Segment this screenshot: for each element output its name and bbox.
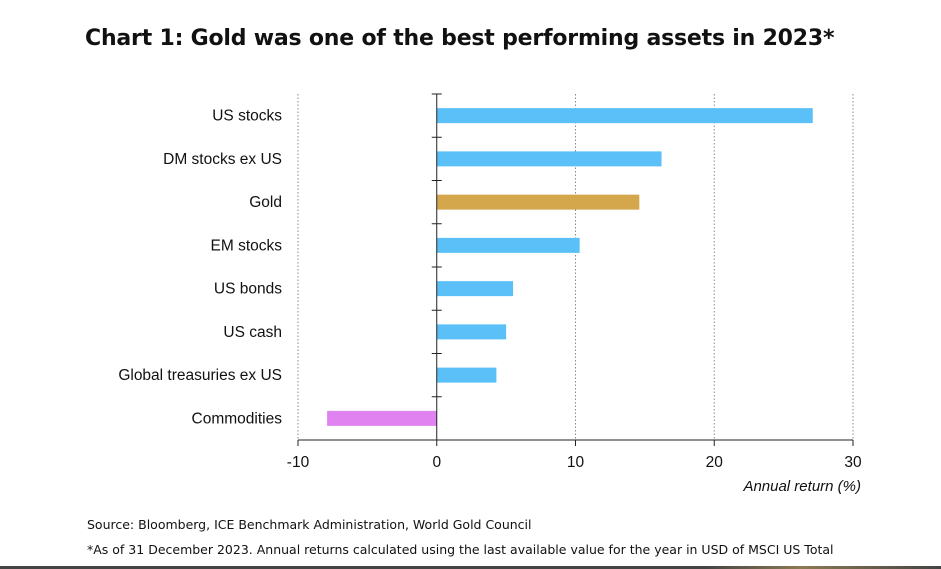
bar	[436, 151, 662, 167]
category-label: EM stocks	[211, 237, 283, 254]
category-label: US bonds	[214, 281, 282, 298]
x-tick-label: 10	[567, 454, 585, 471]
category-label: US cash	[223, 324, 282, 341]
bar	[327, 410, 437, 426]
x-tick-label: 20	[706, 454, 724, 471]
bar	[436, 324, 507, 340]
x-tick-label: 0	[432, 454, 441, 471]
source-footnote: Source: Bloomberg, ICE Benchmark Adminis…	[87, 517, 532, 532]
bar-chart: US stocks DM stocks ex US Gold EM stocks US …	[118, 93, 862, 495]
category-label: Global treasuries ex US	[118, 367, 282, 384]
bottom-divider	[0, 566, 941, 569]
bar	[436, 281, 514, 297]
bar	[436, 194, 640, 210]
chart-title: Chart 1: Gold was one of the best perfor…	[85, 26, 835, 51]
category-label: Commodities	[192, 410, 283, 427]
x-tick-label: -10	[287, 454, 310, 471]
bar	[436, 108, 813, 124]
x-tick-label: 30	[844, 454, 862, 471]
category-label: Gold	[249, 194, 282, 211]
bar	[436, 237, 580, 253]
bar	[436, 367, 497, 383]
category-label: DM stocks ex US	[163, 151, 282, 168]
note-footnote: *As of 31 December 2023. Annual returns …	[87, 542, 834, 557]
category-label: US stocks	[212, 108, 282, 125]
x-axis-label: Annual return (%)	[742, 478, 861, 495]
